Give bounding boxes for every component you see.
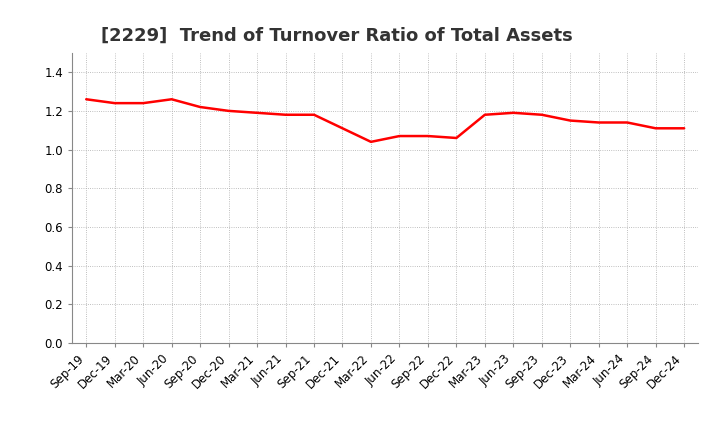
Text: [2229]  Trend of Turnover Ratio of Total Assets: [2229] Trend of Turnover Ratio of Total … <box>101 26 572 44</box>
